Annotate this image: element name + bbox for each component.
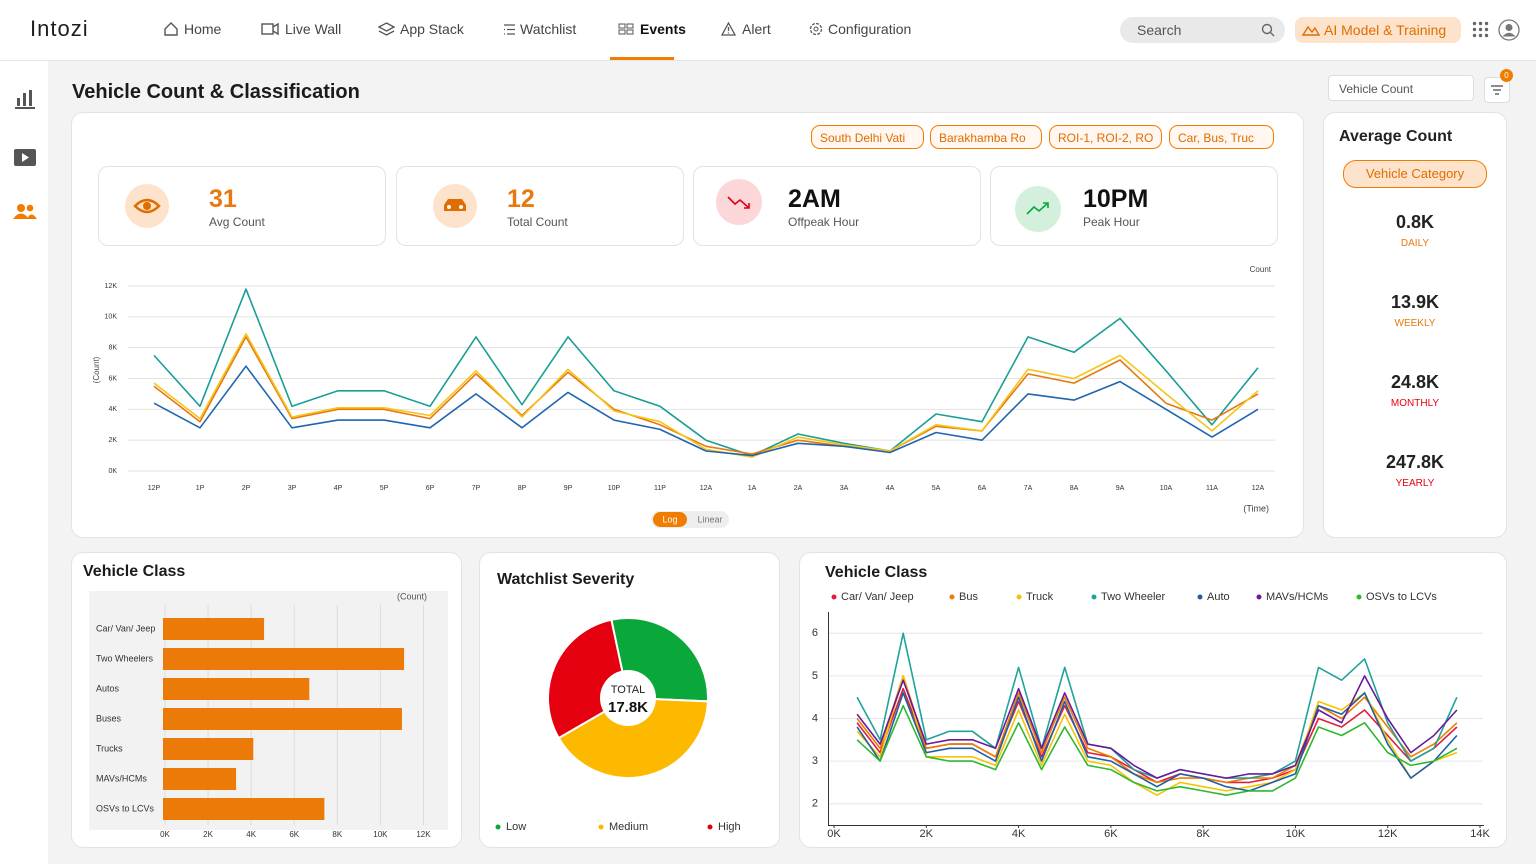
kpi-card: 31 Avg Count [98,166,386,246]
average-value: 247.8K [1385,452,1445,472]
apps-icon[interactable] [1472,21,1489,38]
kpi-card: 12 Total Count [396,166,684,246]
configuration-icon [809,22,823,36]
average-value: 24.8K [1390,372,1440,392]
nav-item[interactable]: App Stack [400,21,464,37]
filter-badge: 0 [1500,69,1513,82]
filter-icon [1491,85,1503,95]
nav-item[interactable]: Watchlist [520,21,577,37]
average-title: Average Count [1339,128,1453,145]
top-bar: Intozi Home Live Wall App Stack Watchlis… [0,0,1536,61]
ai-icon [1302,25,1320,36]
kpi-icon [433,184,477,228]
video-icon[interactable] [14,149,36,166]
kpi-label: Peak Hour [1083,215,1140,229]
live-wall-icon [261,22,279,36]
active-indicator [610,57,674,60]
events-icon [618,23,634,35]
filter-pill[interactable]: Car, Bus, Truc [1169,125,1274,149]
scale-toggle[interactable] [651,511,729,528]
nav-item[interactable]: Home [184,21,222,37]
average-label: YEARLY [1395,478,1435,489]
average-label: MONTHLY [1390,398,1440,409]
alert-icon [721,22,736,36]
kpi-card: 10PM Peak Hour [990,166,1278,246]
logo[interactable]: Intozi [30,16,89,41]
sidebar [0,61,48,864]
ai-model-button[interactable]: AI Model & Training [1295,17,1461,43]
nav-item[interactable]: Live Wall [285,21,342,37]
home-icon [164,22,178,36]
kpi-label: Total Count [507,215,568,229]
line-plot-area [828,612,1484,826]
people-icon[interactable] [13,203,37,220]
kpi-value: 10PM [1083,185,1149,213]
filter-pill[interactable]: Barakhamba Ro [930,125,1042,149]
search-box[interactable]: Search [1120,17,1285,43]
average-label: WEEKLY [1394,318,1436,329]
kpi-icon [716,179,762,225]
card-title: Watchlist Severity [497,571,635,588]
card-title: Vehicle Class [83,563,186,580]
kpi-label: Avg Count [209,215,265,229]
search-icon [1261,23,1275,37]
app-stack-icon [378,22,395,36]
filter-pill[interactable]: ROI-1, ROI-2, RO [1049,125,1162,149]
kpi-value: 31 [209,185,237,213]
page-title: Vehicle Count & Classification [72,81,360,103]
kpi-label: Offpeak Hour [788,215,860,229]
kpi-card: 2AM Offpeak Hour [693,166,981,246]
watchlist-card [479,552,780,848]
average-value: 13.9K [1390,292,1440,312]
kpi-icon [1015,186,1061,232]
analytics-icon[interactable] [14,89,36,109]
average-label: DAILY [1400,238,1430,249]
bar-plot-area [89,591,448,830]
avatar[interactable] [1498,19,1520,41]
nav-item[interactable]: Configuration [828,21,912,37]
average-value: 0.8K [1395,212,1435,232]
card-title: Vehicle Class [825,564,928,581]
kpi-value: 12 [507,185,535,213]
kpi-icon [125,184,169,228]
nav-item[interactable]: Events [640,21,686,37]
nav-item[interactable]: Alert [742,21,771,37]
vehicle-category-button[interactable]: Vehicle Category [1343,160,1487,188]
metric-select[interactable]: Vehicle Count [1328,75,1474,101]
watchlist-icon [504,24,515,35]
filter-pill[interactable]: South Delhi Vati [811,125,924,149]
kpi-value: 2AM [788,185,841,213]
